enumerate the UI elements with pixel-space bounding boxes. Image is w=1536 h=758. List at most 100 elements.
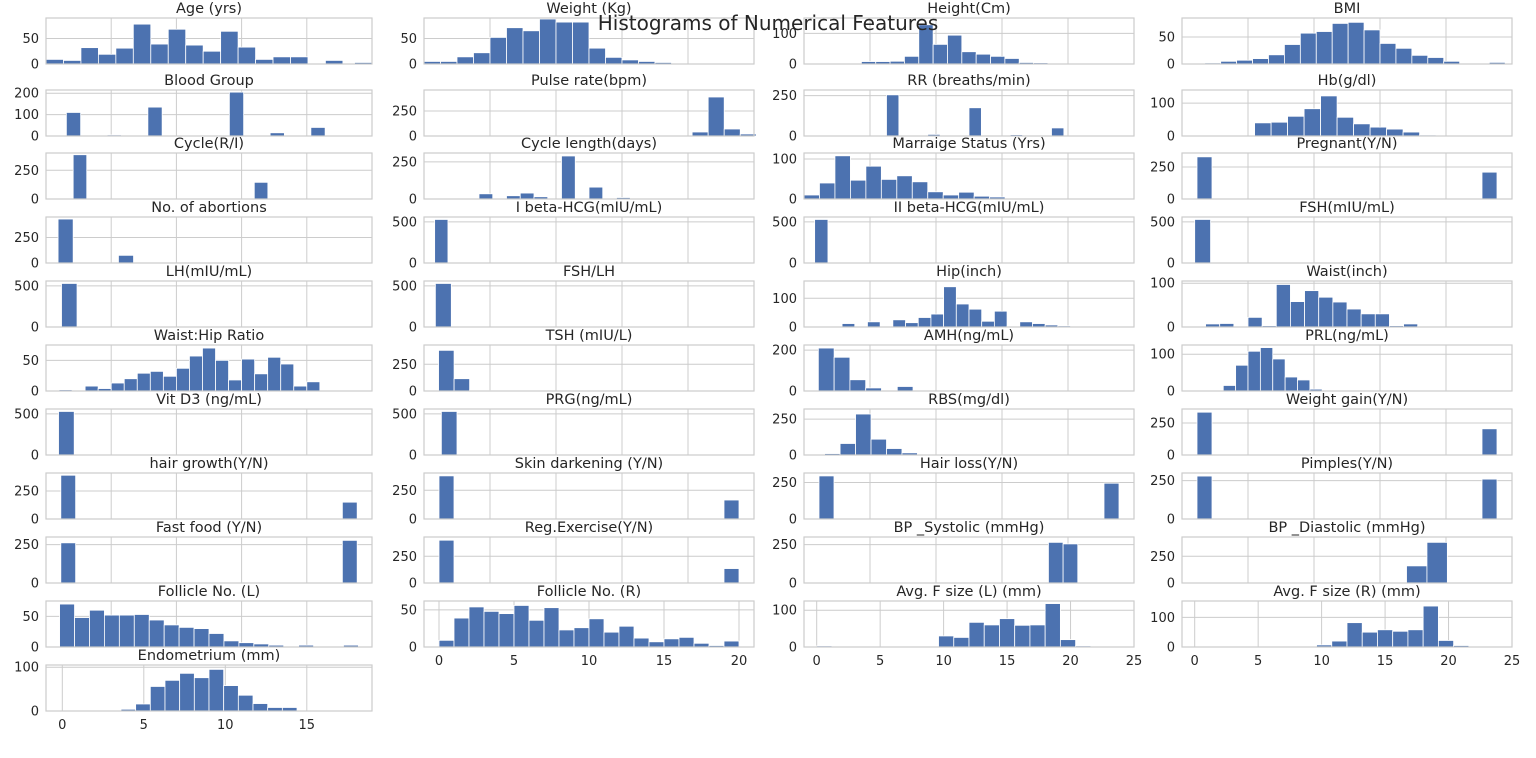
histogram-bar (573, 22, 590, 64)
x-tick-label: 0 (435, 654, 443, 669)
histogram-bar (904, 56, 918, 64)
histogram-bar (514, 605, 529, 647)
y-tick-label: 100 (772, 292, 797, 307)
histogram-bar (1015, 625, 1030, 647)
histogram-bar (165, 680, 180, 711)
y-tick-label: 0 (1167, 257, 1175, 272)
histogram-bar (1361, 314, 1375, 327)
y-tick-label: 50 (400, 603, 417, 618)
histogram-bar (1020, 322, 1033, 327)
y-tick-label: 250 (1150, 474, 1175, 489)
histogram-bar (104, 615, 119, 647)
y-tick-label: 0 (409, 513, 417, 528)
subplot-title: Follicle No. (L) (158, 584, 260, 600)
histogram-bar (523, 31, 540, 64)
histogram-bar (507, 28, 524, 64)
histogram-bar (75, 618, 90, 647)
histogram-bar (887, 95, 899, 136)
y-tick-label: 500 (772, 215, 797, 230)
histogram-bar (59, 411, 75, 455)
plot-frame (1182, 217, 1512, 263)
subplot-title: AMH(ng/mL) (924, 328, 1014, 344)
histogram-bar (982, 321, 995, 327)
histogram-bar (150, 371, 163, 391)
histogram-bar (342, 502, 357, 519)
y-tick-label: 100 (1150, 97, 1175, 112)
y-tick-label: 250 (14, 164, 39, 179)
histogram-bar (307, 382, 320, 391)
histogram-bar (281, 364, 294, 391)
plot-frame (424, 217, 754, 263)
histogram-bar (176, 368, 189, 391)
plot-frame (46, 409, 372, 455)
histogram-bar (499, 614, 514, 647)
histogram-bar (124, 379, 137, 391)
y-tick-label: 0 (31, 321, 39, 336)
histogram-bar (1260, 348, 1272, 391)
histogram-bar (928, 192, 943, 199)
histogram-bar (1271, 122, 1288, 136)
subplot-title: II beta-HCG(mIU/mL) (894, 200, 1045, 216)
histogram-bar (959, 192, 974, 199)
histogram-bar (887, 449, 902, 455)
histogram-bar (1337, 117, 1354, 136)
histogram-bar (604, 632, 619, 647)
histogram-bar (943, 195, 958, 199)
histogram-bar (1316, 32, 1332, 64)
histogram-bar (918, 318, 931, 327)
histogram-bar (999, 619, 1014, 647)
y-tick-label: 250 (1150, 417, 1175, 432)
x-tick-label: 5 (876, 654, 884, 669)
histogram-bar (1348, 22, 1364, 64)
histogram-bar (134, 614, 149, 647)
x-tick-label: 5 (1254, 654, 1262, 669)
plot-frame (46, 281, 372, 327)
plot-frame (46, 217, 372, 263)
histogram-bar (238, 47, 255, 64)
histogram-bar (1408, 630, 1423, 647)
histogram-bar (137, 373, 150, 391)
histogram-bar (186, 45, 203, 64)
subplot-title: Pulse rate(bpm) (531, 73, 647, 89)
histogram-bar (897, 387, 913, 391)
subplot-title: Blood Group (164, 73, 254, 89)
plot-frame (804, 537, 1134, 583)
y-tick-label: 250 (14, 231, 39, 246)
histogram-bar (1333, 302, 1347, 327)
histogram-bar (439, 350, 455, 391)
histogram-bar (311, 127, 325, 136)
histogram-bar (819, 183, 834, 199)
subplot-title: BP _Systolic (mmHg) (894, 520, 1045, 536)
histogram-bar (969, 622, 984, 647)
histogram-bar (1290, 302, 1304, 327)
histogram-bar (622, 60, 639, 64)
x-tick-label: 0 (1191, 654, 1199, 669)
histogram-bar (520, 193, 534, 199)
y-tick-label: 0 (1167, 449, 1175, 464)
subplot-title: Hb(g/dl) (1318, 73, 1377, 89)
y-tick-label: 500 (392, 279, 417, 294)
histogram-bar (62, 283, 78, 327)
histogram-bar (242, 359, 255, 391)
histogram-bar (815, 219, 828, 263)
histogram-bar (664, 639, 679, 647)
histogram-bar (294, 386, 307, 391)
histogram-bar (457, 57, 474, 64)
histogram-bar (606, 57, 623, 64)
histogram-bar (871, 439, 886, 455)
histogram-bar (1197, 476, 1212, 519)
histogram-bar (224, 641, 239, 647)
histogram-bar (209, 634, 224, 647)
histogram-bar (1482, 479, 1497, 519)
histogram-bar (1407, 566, 1427, 583)
histogram-bar (1195, 219, 1211, 263)
y-tick-label: 100 (14, 108, 39, 123)
y-tick-label: 0 (409, 130, 417, 145)
